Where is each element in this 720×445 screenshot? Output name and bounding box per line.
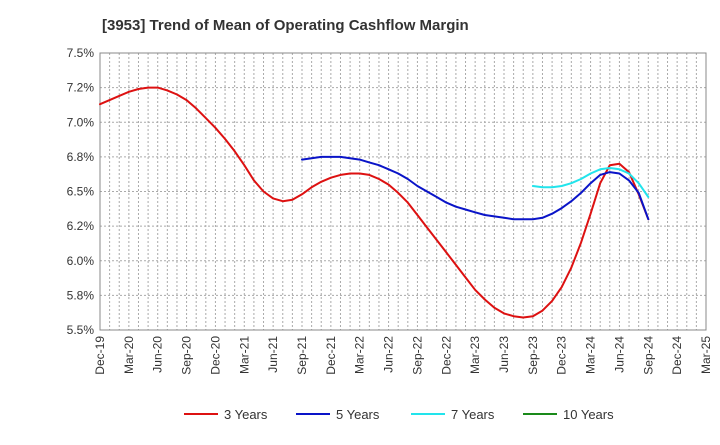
x-tick-label: Sep-21 <box>295 336 309 375</box>
x-tick-label: Jun-23 <box>497 336 511 373</box>
x-tick-label: Sep-23 <box>526 336 540 375</box>
y-tick-label: 7.2% <box>67 81 95 95</box>
x-tick-label: Mar-25 <box>699 336 713 374</box>
y-tick-label: 7.5% <box>67 46 95 60</box>
legend-label-3-years: 3 Years <box>224 407 268 422</box>
y-axis-tick-labels: 5.5% 5.8% 6.0% 6.2% 6.5% 6.8% 7.0% 7.2% 7.5% <box>67 46 95 337</box>
series-line-5-years <box>301 155 650 221</box>
y-tick-label: 7.0% <box>67 115 95 129</box>
x-tick-label: Sep-20 <box>180 336 194 375</box>
x-tick-label: Dec-19 <box>93 336 107 375</box>
x-tick-label: Dec-23 <box>555 336 569 375</box>
y-tick-label: 6.0% <box>67 254 95 268</box>
x-tick-label: Jun-22 <box>382 336 396 373</box>
x-tick-label: Mar-20 <box>122 336 136 374</box>
x-tick-label: Mar-21 <box>237 336 251 374</box>
x-tick-label: Jun-24 <box>612 336 626 373</box>
plot-area-frame <box>99 52 707 331</box>
x-tick-label: Dec-20 <box>208 336 222 375</box>
x-tick-label: Mar-24 <box>584 336 598 374</box>
y-tick-label: 6.2% <box>67 219 95 233</box>
x-tick-label: Mar-22 <box>353 336 367 374</box>
x-axis-tick-labels: Dec-19 Mar-20 Jun-20 Sep-20 Dec-20 Mar-21 Jun-… <box>93 336 713 375</box>
y-tick-label: 6.5% <box>67 185 95 199</box>
x-tick-label: Dec-21 <box>324 336 338 375</box>
y-tick-label: 6.8% <box>67 150 95 164</box>
series-lines <box>99 86 650 319</box>
legend-label-5-years: 5 Years <box>336 407 380 422</box>
x-tick-label: Jun-20 <box>151 336 165 373</box>
legend: 3 Years 5 Years 7 Years 10 Years <box>184 407 614 422</box>
legend-label-7-years: 7 Years <box>451 407 495 422</box>
x-tick-label: Sep-22 <box>410 336 424 375</box>
chart-title: [3953] Trend of Mean of Operating Cashfl… <box>102 17 469 34</box>
y-tick-label: 5.5% <box>67 323 95 337</box>
grid-lines <box>99 52 707 331</box>
legend-label-10-years: 10 Years <box>563 407 614 422</box>
series-line-3-years <box>99 86 650 319</box>
series-line-7-years <box>531 167 650 198</box>
x-tick-label: Dec-22 <box>439 336 453 375</box>
x-tick-label: Mar-23 <box>468 336 482 374</box>
x-tick-label: Sep-24 <box>641 336 655 375</box>
y-tick-label: 5.8% <box>67 288 95 302</box>
x-tick-label: Jun-21 <box>266 336 280 373</box>
x-tick-label: Dec-24 <box>670 336 684 375</box>
